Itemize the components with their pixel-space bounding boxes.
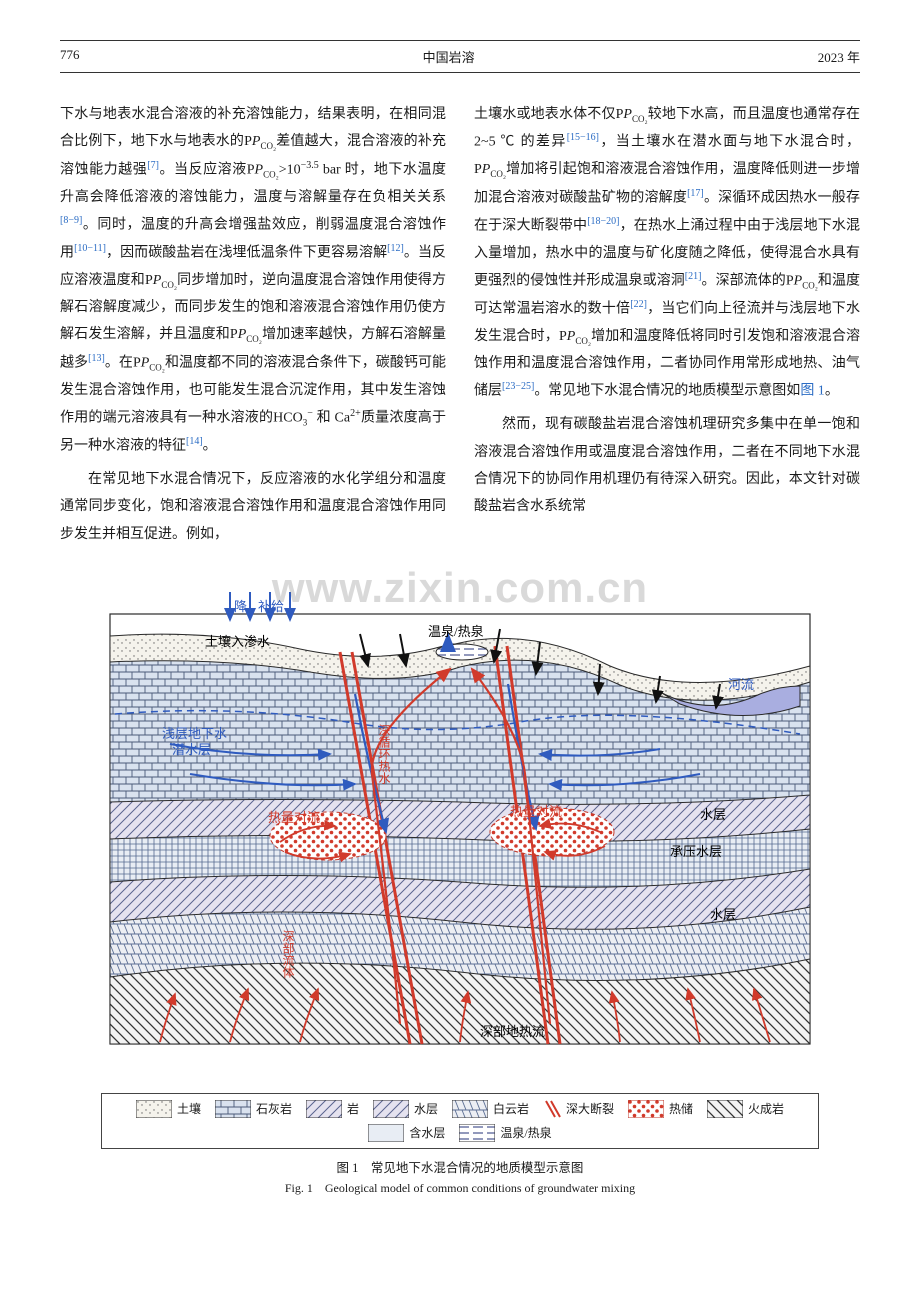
legend-label: 火成岩 <box>748 1100 784 1117</box>
label-river: 河流 <box>728 677 754 692</box>
label-geoheat: 深部地热流 <box>480 1024 545 1039</box>
reference-link[interactable]: [13] <box>88 353 105 364</box>
legend-item: 深大断裂 <box>543 1100 614 1118</box>
text: 2+ <box>350 408 361 419</box>
legend-item: 火成岩 <box>707 1100 784 1118</box>
label-clude1: 水层 <box>700 807 726 822</box>
left-column: 下水与地表水混合溶液的补充溶蚀能力，结果表明，在相同混合比例下，地下水与地表水的… <box>60 101 446 554</box>
legend-label: 石灰岩 <box>256 1100 292 1117</box>
text: ，因而碳酸盐岩在浅埋低温条件下更容易溶解 <box>106 246 387 261</box>
legend-label: 白云岩 <box>493 1100 529 1117</box>
legend-item: 热储 <box>628 1100 693 1118</box>
legend-item: 含水层 <box>368 1124 445 1142</box>
text: 和 Ca <box>313 411 350 426</box>
reference-link[interactable]: [10−11] <box>74 243 106 254</box>
text: 。当反应溶液P <box>159 162 255 177</box>
reference-link[interactable]: [21] <box>685 271 702 282</box>
figure-link[interactable]: 图 1 <box>800 384 825 399</box>
legend-item: 岩 <box>306 1100 359 1118</box>
label-heatconv1: 热量对流 <box>268 810 320 825</box>
legend-label: 含水层 <box>409 1124 445 1141</box>
reference-link[interactable]: [15−16] <box>567 132 599 143</box>
page-number: 776 <box>60 47 80 66</box>
label-deepcirc: 深循环热水 <box>377 724 391 784</box>
reference-link[interactable]: [7] <box>147 160 159 171</box>
figure-1: www.zixin.com.cn <box>60 574 860 1196</box>
geological-diagram: 降 补给 土壤入渗水 温泉/热泉 河流 浅层地下水 潜水层 深循环热水 热量对流… <box>100 574 820 1084</box>
label-shallow1: 浅层地下水 <box>162 726 227 741</box>
text: 。在P <box>105 355 141 370</box>
reference-link[interactable]: [8−9] <box>60 215 82 226</box>
body-columns: 下水与地表水混合溶液的补充溶蚀能力，结果表明，在相同混合比例下，地下水与地表水的… <box>60 101 860 554</box>
label-recharge1: 降 <box>234 599 247 614</box>
label-shallow2: 潜水层 <box>172 742 211 757</box>
text: 然而，现有碳酸盐岩混合溶蚀机理研究多集中在单一饱和溶液混合溶蚀作用或温度混合溶蚀… <box>474 417 860 514</box>
legend-label: 热储 <box>669 1100 693 1117</box>
label-soil-inf: 土壤入渗水 <box>205 634 270 649</box>
legend-item: 白云岩 <box>452 1100 529 1118</box>
reference-link[interactable]: [14] <box>186 436 203 447</box>
text: 。 <box>203 439 217 454</box>
legend-label: 土壤 <box>177 1100 201 1117</box>
label-heatconv2: 热量对流 <box>510 804 562 819</box>
text: 。 <box>825 384 839 399</box>
text: 。深部流体的P <box>701 274 793 289</box>
legend-label: 水层 <box>414 1100 438 1117</box>
text: 在常见地下水混合情况下，反应溶液的水化学组分和温度通常同步变化，饱和溶液混合溶蚀… <box>60 472 446 542</box>
legend-item: 温泉/热泉 <box>459 1124 551 1142</box>
label-confined: 承压水层 <box>670 844 722 859</box>
legend-item: 石灰岩 <box>215 1100 292 1118</box>
legend-item: 土壤 <box>136 1100 201 1118</box>
reference-link[interactable]: [22] <box>630 299 647 310</box>
legend-label: 深大断裂 <box>566 1100 614 1117</box>
label-clude2: 水层 <box>710 907 736 922</box>
figure-caption-cn: 图 1 常见地下水混合情况的地质模型示意图 <box>60 1157 860 1176</box>
legend-label: 温泉/热泉 <box>500 1124 551 1141</box>
legend-item: 水层 <box>373 1100 438 1118</box>
label-hotspring: 温泉/热泉 <box>428 624 484 639</box>
label-recharge2: 补给 <box>258 599 284 614</box>
right-column: 土壤水或地表水体不仅PPCO₂较地下水高，而且温度也通常存在 2~5 ℃ 的差异… <box>474 101 860 554</box>
legend-label: 岩 <box>347 1100 359 1117</box>
label-deepfluid: 深部流体 <box>281 930 295 979</box>
running-header: 776 中国岩溶 2023 年 <box>60 40 860 73</box>
text: −3.5 <box>301 160 319 171</box>
figure-legend: 土壤 石灰岩 岩 水层 白云岩 深大断裂 <box>101 1093 819 1149</box>
figure-caption-en: Fig. 1 Geological model of common condit… <box>60 1179 860 1196</box>
reference-link[interactable]: [18−20] <box>587 216 619 227</box>
reference-link[interactable]: [23−25] <box>502 381 534 392</box>
text: 土壤水或地表水体不仅P <box>474 107 623 122</box>
reference-link[interactable]: [17] <box>687 188 704 199</box>
year: 2023 年 <box>818 47 860 66</box>
text: >10 <box>279 162 301 177</box>
journal-name: 中国岩溶 <box>423 47 475 66</box>
text: 。常见地下水混合情况的地质模型示意图如 <box>534 384 800 399</box>
reference-link[interactable]: [12] <box>387 243 404 254</box>
